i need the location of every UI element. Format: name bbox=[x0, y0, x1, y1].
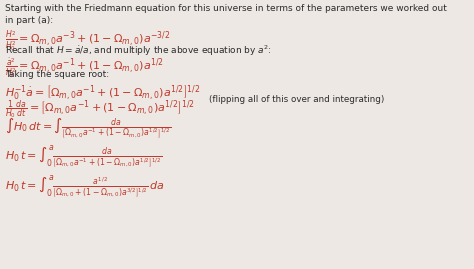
Text: Starting with the Friedmann equation for this universe in terms of the parameter: Starting with the Friedmann equation for… bbox=[5, 4, 447, 13]
Text: $\frac{\dot{a}^2}{H_0^2} = \Omega_{m,0}a^{-1} + (1 - \Omega_{m,0})a^{1/2}$: $\frac{\dot{a}^2}{H_0^2} = \Omega_{m,0}a… bbox=[5, 56, 164, 80]
Text: $H_0\,t = \int_0^{a} \frac{da}{\left[\Omega_{m,0}a^{-1} + (1-\Omega_{m,0})a^{1/2: $H_0\,t = \int_0^{a} \frac{da}{\left[\Om… bbox=[5, 144, 162, 171]
Text: $\int H_0\,dt = \int \frac{da}{\left[\Omega_{m,0}a^{-1} + (1-\Omega_{m,0})a^{1/2: $\int H_0\,dt = \int \frac{da}{\left[\Om… bbox=[5, 117, 171, 141]
Text: $H_0^{-1}\dot{a} = \left[\Omega_{m,0}a^{-1} + (1 - \Omega_{m,0})a^{1/2}\right]^{: $H_0^{-1}\dot{a} = \left[\Omega_{m,0}a^{… bbox=[5, 83, 200, 102]
Text: Taking the square root:: Taking the square root: bbox=[5, 70, 109, 79]
Text: $H_0\,t = \int_0^{a} \frac{a^{1/2}}{\left[\Omega_{m,0} + (1-\Omega_{m,0})a^{3/2}: $H_0\,t = \int_0^{a} \frac{a^{1/2}}{\lef… bbox=[5, 174, 165, 201]
Text: (flipping all of this over and integrating): (flipping all of this over and integrati… bbox=[209, 95, 384, 104]
Text: $\frac{1}{H_0}\frac{da}{dt} = \left[\Omega_{m,0}a^{-1} + (1 - \Omega_{m,0})a^{1/: $\frac{1}{H_0}\frac{da}{dt} = \left[\Ome… bbox=[5, 98, 194, 121]
Text: $\frac{H^2}{H_0^2} = \Omega_{m,0}a^{-3} + (1 - \Omega_{m,0})a^{-3/2}$: $\frac{H^2}{H_0^2} = \Omega_{m,0}a^{-3} … bbox=[5, 29, 170, 53]
Text: Recall that $H = \dot{a}/a$, and multiply the above equation by $a^2$:: Recall that $H = \dot{a}/a$, and multipl… bbox=[5, 44, 272, 58]
Text: in part (a):: in part (a): bbox=[5, 16, 53, 25]
